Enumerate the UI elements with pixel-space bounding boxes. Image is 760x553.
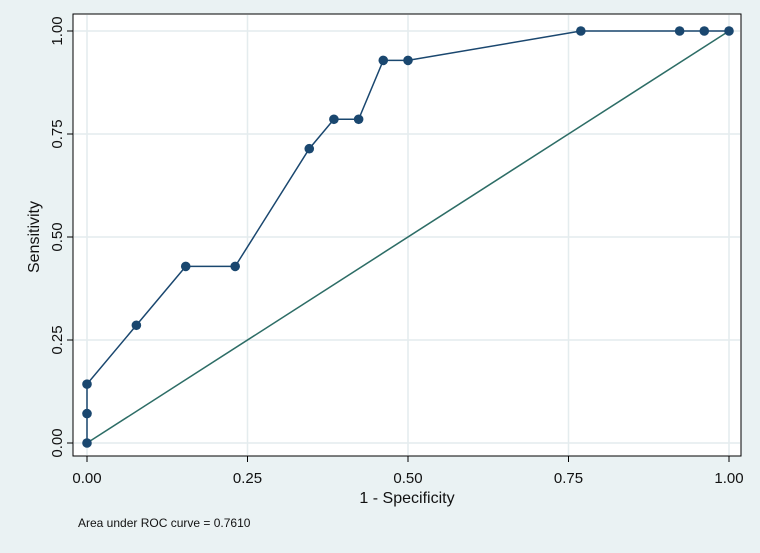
roc-point [699,26,710,36]
roc-point [403,55,413,66]
x-axis-title: 1 - Specificity [359,490,454,507]
roc-point [674,26,685,36]
axes: 0.00 0.25 0.50 0.75 1.00 0.00 0.25 0.50 0.75 1.00 [49,16,744,487]
roc-point [82,438,92,448]
x-tick-label: 0.75 [554,470,583,487]
roc-point [576,26,586,36]
y-tick-label: 0.50 [49,222,66,251]
roc-point [131,320,142,331]
plot-area [72,13,742,457]
y-axis-title: Sensitivity [26,201,43,273]
auc-note: Area under ROC curve = 0.7610 [78,516,251,530]
x-tick-label: 0.25 [233,470,262,487]
roc-point [180,261,191,272]
roc-point [353,114,364,125]
roc-point [724,26,734,36]
roc-point [304,143,315,154]
roc-point [82,379,92,389]
roc-point [329,114,339,125]
y-tick-label: 0.75 [49,119,66,148]
series-layer [82,26,734,448]
roc-point [230,261,240,272]
x-tick-label: 0.00 [72,470,101,487]
y-tick-label: 1.00 [49,16,66,45]
reference-line [86,30,730,444]
y-tick-label: 0.00 [49,428,66,457]
x-tick-label: 0.50 [393,470,422,487]
roc-point [82,408,92,419]
roc-point [378,55,389,66]
x-tick-label: 1.00 [714,470,743,487]
y-tick-label: 0.25 [49,325,66,354]
